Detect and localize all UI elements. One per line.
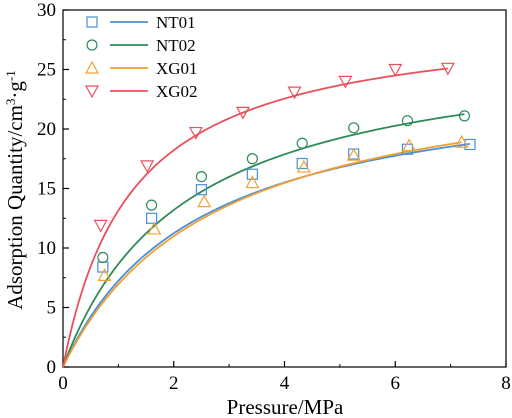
x-tick-label: 8 [501,373,511,394]
data-point-xg01 [97,268,112,281]
data-point-xg01 [454,134,469,148]
data-point-nt02 [296,137,308,149]
data-point-nt01 [464,138,476,151]
legend-label-nt02: NT02 [156,36,196,55]
y-tick-label: 25 [37,60,56,81]
data-point-xg01 [147,221,162,235]
data-point-nt02 [246,153,258,165]
axis-ticks [62,9,507,368]
data-point-xg01 [296,159,311,173]
tick-labels: 0 2 4 6 8 0 5 10 15 20 25 30 [37,0,511,394]
data-point-xg01 [402,138,417,152]
fit-line-nt02 [62,113,465,368]
data-point-nt02 [458,110,471,122]
data-point-xg02 [140,160,155,174]
y-axis-title-sup2: -1 [3,70,18,81]
fit-line-xg02 [62,67,448,368]
legend-marker-nt02 [86,39,98,51]
data-point-nt02 [401,115,414,127]
legend-marker-xg01 [84,60,100,74]
y-tick-label: 30 [37,0,56,21]
legend-marker-xg02 [84,85,100,99]
data-point-nt02 [195,171,208,183]
x-tick-label: 6 [391,373,401,394]
y-tick-label: 15 [37,179,56,200]
data-point-nt02 [348,122,360,134]
data-point-xg02 [235,106,250,120]
x-axis-title: Pressure/MPa [227,395,344,418]
legend: NT01 NT02 XG01 XG02 [84,13,198,101]
data-point-nt01 [296,157,308,170]
y-axis-title-main: Adsorption Quantity/cm [3,105,27,310]
data-point-xg02 [440,62,455,76]
data-point-nt01 [146,212,158,224]
y-axis-title-sup1: 3 [3,99,18,106]
data-point-xg02 [388,63,403,77]
data-point-nt01 [348,148,360,160]
y-axis-title: Adsorption Quantity/cm3·g-1 [3,70,27,310]
x-tick-label: 0 [58,373,68,394]
data-point-nt01 [401,143,414,155]
data-point-xg01 [197,194,212,208]
data-markers [93,62,476,281]
data-point-xg01 [245,175,260,189]
data-point-nt02 [97,251,109,264]
data-point-nt01 [246,168,258,180]
fit-line-xg01 [62,141,462,368]
x-tick-label: 2 [169,373,179,394]
y-axis-title-mid: ·g [3,81,27,99]
x-tick-label: 4 [280,373,290,394]
plot-frame [62,9,507,368]
legend-label-xg02: XG02 [156,82,198,101]
data-point-nt02 [146,199,158,211]
fit-lines [62,67,471,368]
plot-border [62,9,507,368]
y-tick-label: 20 [37,119,56,140]
legend-label-xg01: XG01 [156,59,198,78]
y-tick-label: 10 [37,238,56,259]
data-point-xg02 [93,219,108,233]
data-point-nt01 [195,184,208,196]
legend-label-nt01: NT01 [156,13,196,32]
data-point-xg02 [287,86,302,100]
legend-marker-nt01 [86,16,98,28]
fit-line-nt01 [62,142,471,368]
y-tick-label: 5 [47,298,57,319]
data-point-xg02 [338,75,353,89]
data-point-xg02 [188,126,203,140]
y-tick-label: 0 [47,357,57,378]
data-point-nt01 [97,261,109,273]
data-point-xg01 [346,147,361,161]
